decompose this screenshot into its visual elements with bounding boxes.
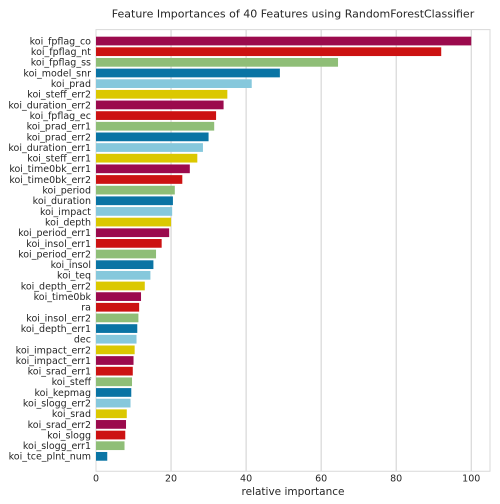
category-label: koi_fpflag_ec xyxy=(30,111,91,122)
category-label: koi_insol_err2 xyxy=(26,313,91,324)
bar-koi-steff-err1 xyxy=(96,153,198,163)
bar-koi-impact-err2 xyxy=(96,345,135,355)
bars xyxy=(96,36,472,461)
category-label: koi_fpflag_nt xyxy=(31,47,91,58)
bar-koi-kepmag xyxy=(96,388,132,397)
category-label: koi_fpflag_co xyxy=(30,36,92,47)
bar-koi-fpflag-nt xyxy=(96,47,442,57)
category-label: koi_srad xyxy=(52,409,91,420)
x-axis-label: relative importance xyxy=(242,486,345,498)
category-label: koi_slogg_err1 xyxy=(23,441,91,452)
bar-dec xyxy=(96,334,137,344)
category-label: koi_kepmag xyxy=(34,388,91,399)
bar-koi-teq xyxy=(96,270,151,280)
category-label: koi_time0bk_err2 xyxy=(9,175,91,186)
category-label: koi_steff_err1 xyxy=(27,154,91,165)
bar-koi-depth-err1 xyxy=(96,324,138,333)
category-label: koi_period_err1 xyxy=(18,228,91,239)
bar-koi-model-snr xyxy=(96,68,280,78)
bar-koi-period-err2 xyxy=(96,249,157,259)
bar-koi-insol xyxy=(96,260,154,270)
category-label: koi_fpflag_ss xyxy=(31,58,91,69)
bar-koi-prad xyxy=(96,79,252,89)
category-label: koi_depth xyxy=(45,217,91,228)
x-tick-label: 20 xyxy=(165,474,177,485)
chart-title: Feature Importances of 40 Features using… xyxy=(112,7,475,20)
bar-koi-tce-plnt-num xyxy=(96,451,108,461)
bar-koi-period xyxy=(96,185,175,195)
category-label: koi_impact_err1 xyxy=(16,356,91,367)
category-label: koi_steff xyxy=(52,377,92,388)
x-tick-label: 100 xyxy=(462,474,480,485)
category-label: koi_tce_plnt_num xyxy=(9,452,91,463)
category-label: koi_srad_err1 xyxy=(28,367,91,378)
bar-koi-srad xyxy=(96,409,127,419)
bar-koi-slogg-err2 xyxy=(96,398,131,408)
bar-koi-slogg-err1 xyxy=(96,441,125,451)
bar-koi-insol-err1 xyxy=(96,239,162,248)
bar-koi-impact-err1 xyxy=(96,356,134,365)
bar-koi-slogg xyxy=(96,430,126,440)
bar-koi-time0bk-err2 xyxy=(96,175,183,184)
bar-koi-srad-err2 xyxy=(96,420,127,429)
category-label: dec xyxy=(74,335,91,346)
x-tick-label: 80 xyxy=(390,474,402,485)
category-label: koi_steff_err2 xyxy=(27,90,91,101)
category-label: koi_time0bk xyxy=(34,292,92,303)
bar-koi-fpflag-ss xyxy=(96,57,339,67)
category-label: koi_period_err2 xyxy=(18,249,91,260)
category-label: koi_duration xyxy=(33,196,91,207)
bar-koi-insol-err2 xyxy=(96,313,139,323)
bar-koi-depth-err2 xyxy=(96,281,145,291)
bar-koi-srad-err1 xyxy=(96,366,133,376)
bar-koi-duration-err1 xyxy=(96,143,203,152)
category-label: koi_teq xyxy=(57,271,91,282)
category-label: koi_prad_err2 xyxy=(27,132,91,143)
bar-koi-steff xyxy=(96,377,133,387)
bar-koi-steff-err2 xyxy=(96,89,228,99)
category-label: koi_slogg xyxy=(47,430,91,441)
x-tick-label: 60 xyxy=(315,474,327,485)
bar-koi-time0bk xyxy=(96,292,142,301)
category-label: koi_insol_err1 xyxy=(26,239,91,250)
category-label: koi_srad_err2 xyxy=(28,420,91,431)
category-labels: koi_fpflag_cokoi_fpflag_ntkoi_fpflag_ssk… xyxy=(8,36,91,462)
category-label: ra xyxy=(81,303,91,314)
category-label: koi_depth_err1 xyxy=(21,324,91,335)
category-label: koi_insol xyxy=(51,260,91,271)
category-label: koi_slogg_err2 xyxy=(23,399,91,410)
bar-koi-prad-err2 xyxy=(96,132,209,142)
category-label: koi_prad xyxy=(51,79,91,90)
bar-koi-prad-err1 xyxy=(96,121,215,131)
x-tick-label: 40 xyxy=(240,474,252,485)
bar-koi-duration xyxy=(96,196,173,206)
bar-koi-fpflag-co xyxy=(96,36,472,46)
category-label: koi_depth_err2 xyxy=(21,281,91,292)
category-label: koi_period xyxy=(42,186,91,197)
category-label: koi_duration_err2 xyxy=(8,100,91,111)
bar-koi-impact xyxy=(96,207,173,216)
category-label: koi_prad_err1 xyxy=(27,122,91,133)
category-label: koi_impact xyxy=(40,207,91,218)
bar-koi-depth xyxy=(96,217,172,227)
bar-ra xyxy=(96,302,140,312)
bar-koi-fpflag-ec xyxy=(96,111,217,120)
bar-koi-period-err1 xyxy=(96,228,170,238)
category-label: koi_time0bk_err1 xyxy=(9,164,91,175)
x-tick-label: 0 xyxy=(93,474,99,485)
category-label: koi_model_snr xyxy=(23,68,91,79)
category-label: koi_impact_err2 xyxy=(16,345,91,356)
category-label: koi_duration_err1 xyxy=(8,143,91,154)
bar-koi-duration-err2 xyxy=(96,100,224,110)
bar-koi-time0bk-err1 xyxy=(96,164,190,174)
x-tick-labels: 0 20 40 60 80 100 xyxy=(93,474,480,485)
